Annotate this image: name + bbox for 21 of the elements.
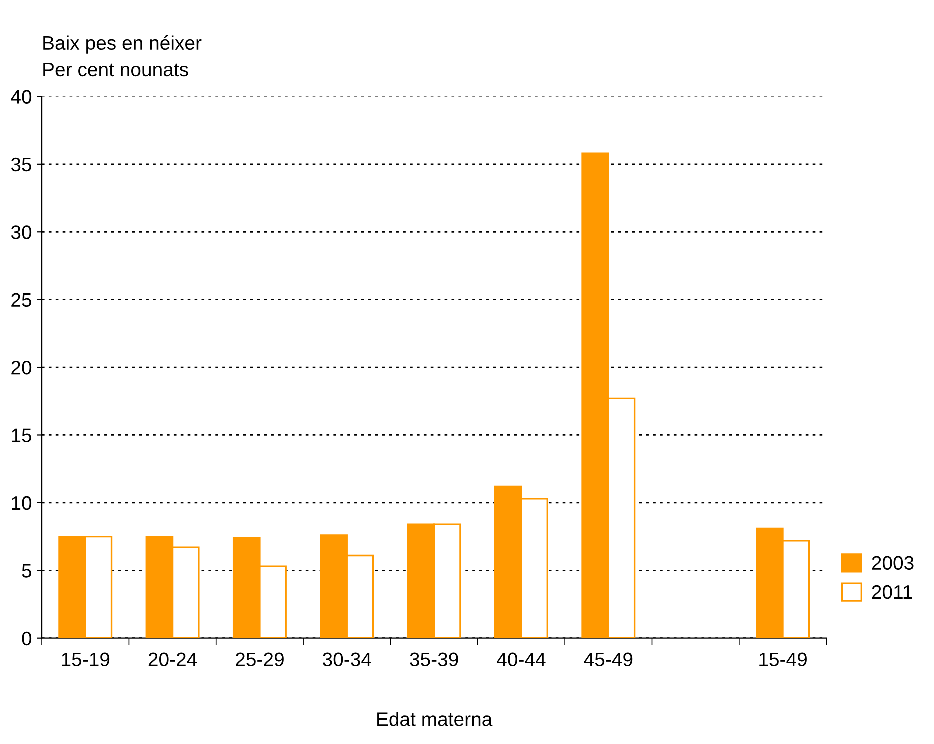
x-tick-label: 20-24 (148, 652, 198, 667)
x-axis-title: Edat materna (378, 712, 493, 726)
legend-label: 2003 (872, 556, 914, 570)
y-tick-label: 15 (12, 428, 32, 442)
x-tick-label: 15-19 (62, 652, 110, 667)
x-tick-label: 15-49 (760, 652, 807, 667)
x-tick-label: 40-44 (497, 652, 546, 667)
legend-label: 2011 (872, 585, 912, 600)
y-axis-title: Baix pes en néixer Per cent nounats (44, 36, 202, 77)
x-tick-label: 35-39 (410, 652, 458, 667)
x-tick-label: 30-34 (323, 652, 372, 667)
y-tick-label: 0 (22, 632, 32, 646)
x-tick-label: 25-29 (236, 652, 284, 667)
y-tick-label: 25 (12, 293, 32, 308)
y-tick-label: 40 (11, 90, 32, 104)
x-tick-label: 45-49 (584, 652, 633, 667)
y-tick-label: 35 (11, 158, 32, 172)
y-tick-label: 20 (12, 361, 32, 375)
y-tick-label: 10 (12, 496, 32, 510)
y-tick-label: 30 (11, 226, 32, 240)
y-tick-label: 5 (22, 564, 32, 578)
